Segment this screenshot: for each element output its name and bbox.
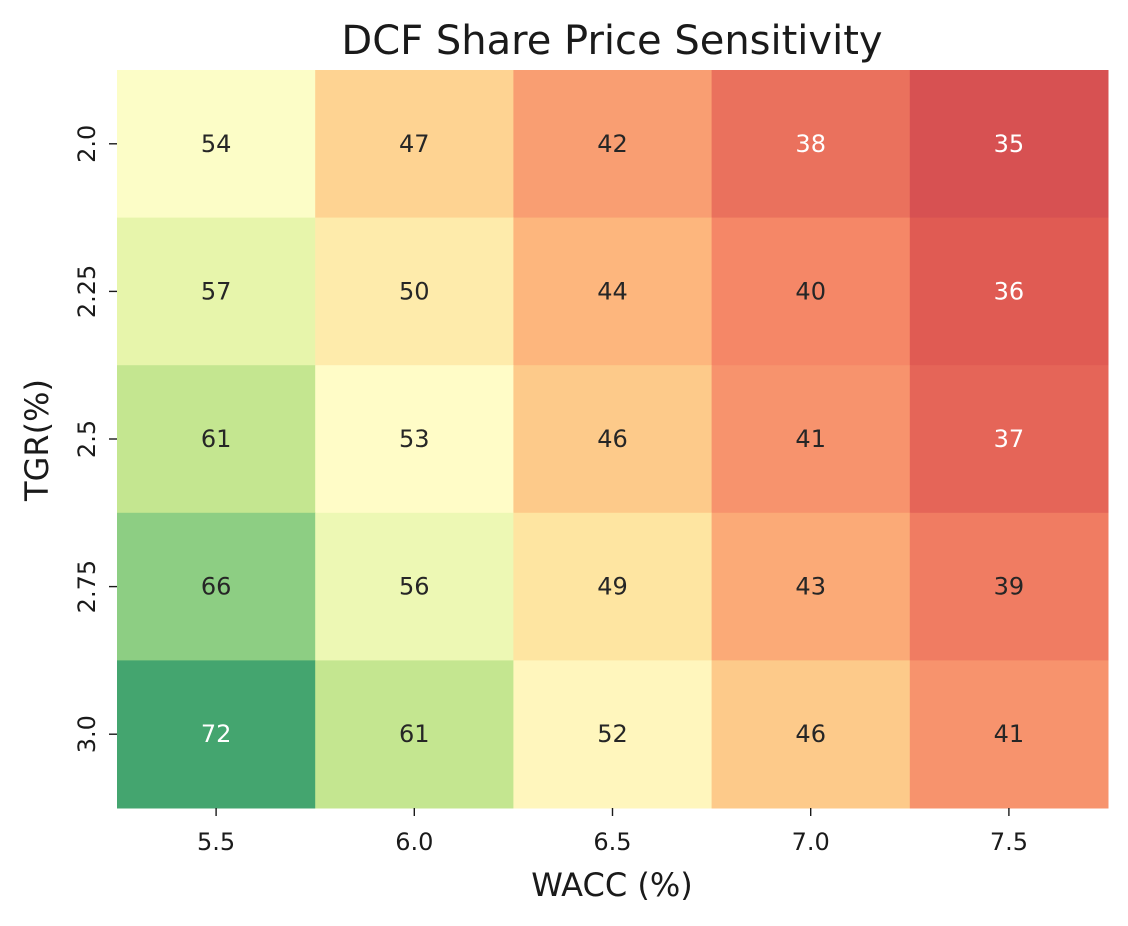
heatmap-cell <box>513 217 713 366</box>
heatmap-cell <box>117 217 316 366</box>
heatmap-cell <box>711 660 911 809</box>
cell-value-label: 41 <box>994 720 1025 748</box>
heatmap-cell <box>117 70 316 219</box>
cell-value-label: 35 <box>994 130 1025 158</box>
heatmap-cell <box>315 512 514 661</box>
heatmap-cell <box>711 217 911 366</box>
heatmap-cell <box>315 660 514 809</box>
cell-value-label: 49 <box>597 573 628 601</box>
heatmap-cell <box>711 70 911 219</box>
cell-value-label: 37 <box>994 425 1025 453</box>
x-tick-label: 7.5 <box>990 828 1028 856</box>
heatmap-cell <box>315 217 514 366</box>
cell-value-label: 53 <box>399 425 430 453</box>
cell-value-label: 36 <box>994 277 1025 305</box>
cell-value-label: 57 <box>201 277 232 305</box>
cell-value-label: 47 <box>399 130 430 158</box>
heatmap-cell <box>909 512 1109 661</box>
cell-value-label: 52 <box>597 720 628 748</box>
cell-value-label: 61 <box>399 720 430 748</box>
heatmap-cell <box>513 70 713 219</box>
x-tick-label: 5.5 <box>197 828 235 856</box>
x-axis-label: WACC (%) <box>531 866 692 904</box>
cell-value-label: 72 <box>201 720 232 748</box>
heatmap-cell <box>117 512 316 661</box>
cell-value-label: 50 <box>399 277 430 305</box>
cell-value-label: 46 <box>795 720 826 748</box>
heatmap-cell <box>315 365 514 514</box>
y-tick-label: 2.5 <box>73 420 101 458</box>
heatmap-cell <box>909 217 1109 366</box>
cell-value-label: 66 <box>201 573 232 601</box>
cell-value-label: 46 <box>597 425 628 453</box>
y-tick-label: 2.0 <box>73 125 101 163</box>
heatmap-cell <box>711 365 911 514</box>
heatmap-cell <box>909 70 1109 219</box>
heatmap-cell <box>117 365 316 514</box>
cell-value-label: 54 <box>201 130 232 158</box>
chart-title: DCF Share Price Sensitivity <box>341 18 882 64</box>
cell-value-label: 38 <box>795 130 826 158</box>
cell-value-label: 56 <box>399 573 430 601</box>
heatmap-cell <box>513 365 713 514</box>
y-axis-label: TGR(%) <box>18 379 56 502</box>
cell-value-label: 42 <box>597 130 628 158</box>
y-tick-label: 2.25 <box>73 265 101 318</box>
cell-value-label: 61 <box>201 425 232 453</box>
cell-value-label: 43 <box>795 573 826 601</box>
heatmap-cell <box>909 365 1109 514</box>
cell-value-label: 40 <box>795 277 826 305</box>
x-tick-label: 6.0 <box>395 828 433 856</box>
cell-value-label: 41 <box>795 425 826 453</box>
x-tick-label: 7.0 <box>792 828 830 856</box>
y-tick-label: 2.75 <box>73 560 101 613</box>
heatmap-cell <box>315 70 514 219</box>
y-tick-label: 3.0 <box>73 715 101 753</box>
heatmap-cell <box>909 660 1109 809</box>
heatmap-cell <box>513 512 713 661</box>
cell-value-label: 39 <box>994 573 1025 601</box>
cell-value-label: 44 <box>597 277 628 305</box>
y-axis: 2.0 2.25 2.5 2.75 3.0 <box>73 125 117 753</box>
heatmap-cell <box>711 512 911 661</box>
x-tick-label: 6.5 <box>593 828 631 856</box>
heatmap-cell <box>117 660 316 809</box>
heatmap-cells: 54 47 42 38 35 57 50 44 40 36 61 53 46 41 37 66 56 49 43 39… <box>117 70 1109 809</box>
heatmap-cell <box>513 660 713 809</box>
x-axis: 5.5 6.0 6.5 7.0 7.5 <box>197 808 1028 856</box>
